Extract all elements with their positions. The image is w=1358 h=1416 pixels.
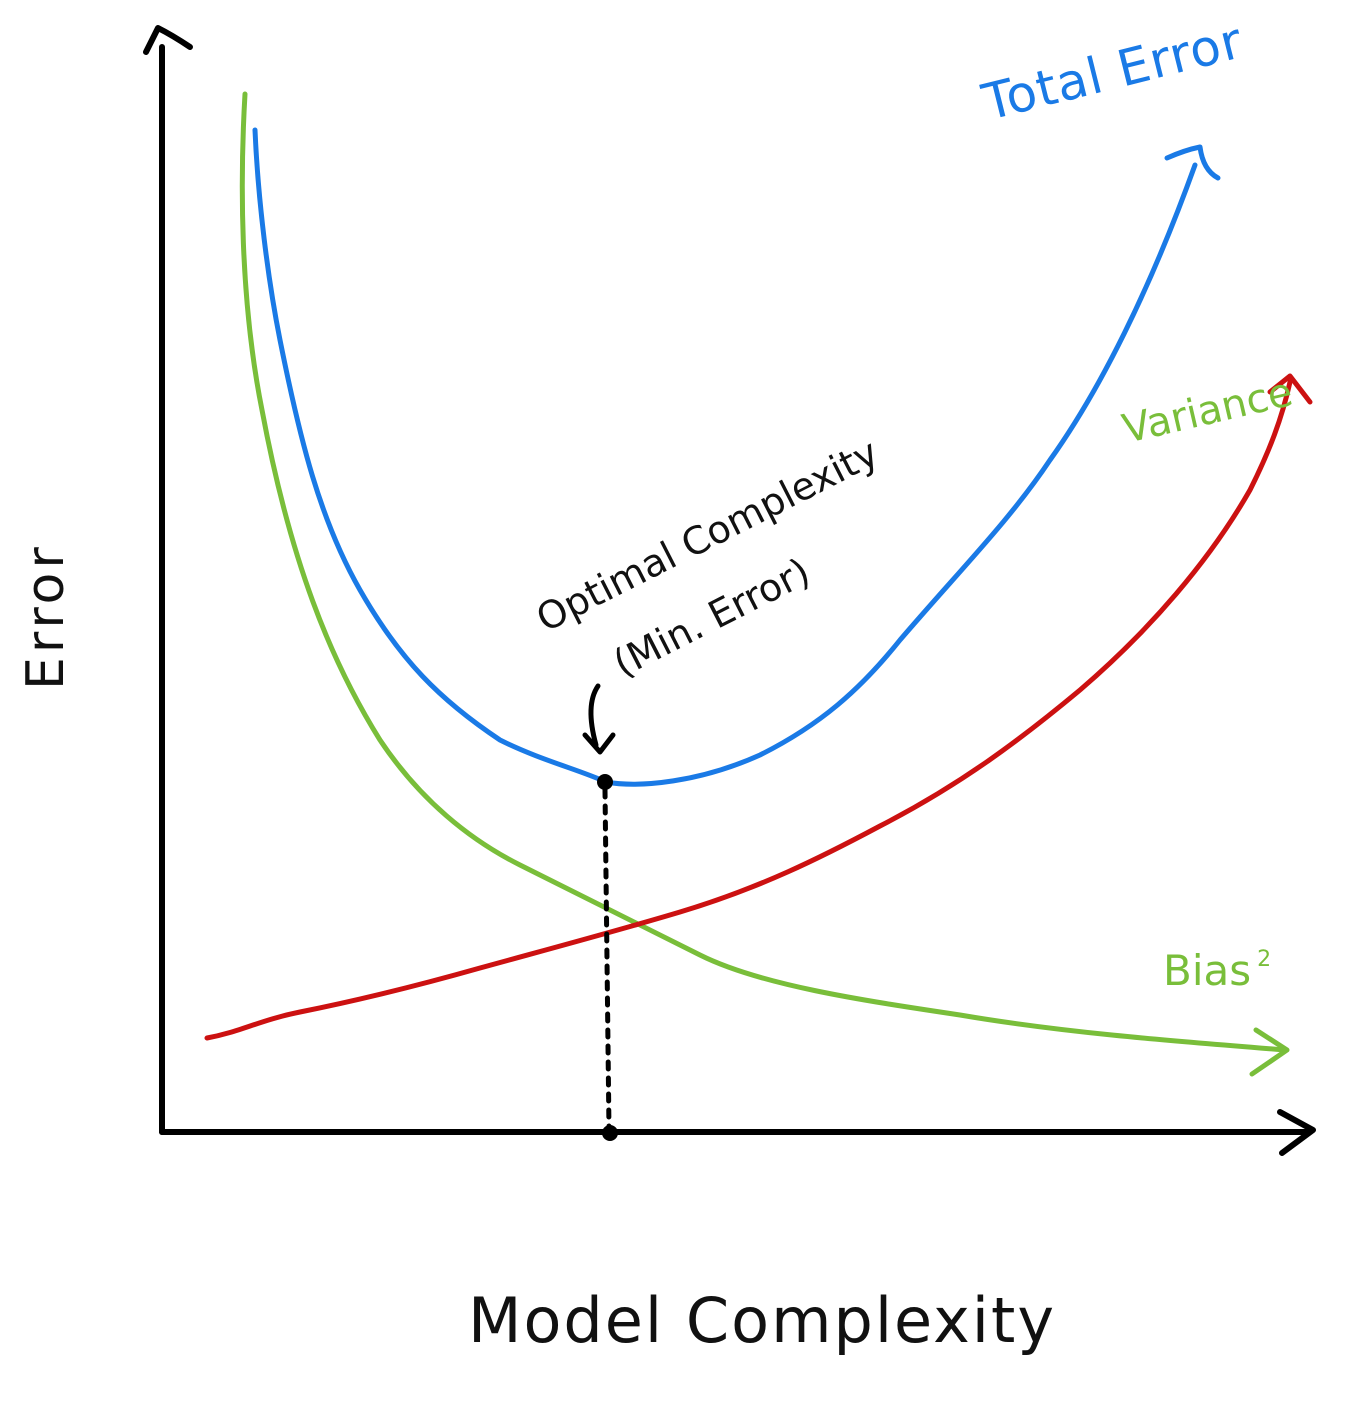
axes <box>143 25 1316 1156</box>
total-error-curve <box>252 127 1221 787</box>
optimal-dotted-line <box>602 787 612 1133</box>
total-error-arrowhead-icon <box>1164 144 1221 181</box>
bias-label-superscript: 2 <box>1257 947 1272 972</box>
bias-arrowhead-icon <box>1249 1027 1290 1077</box>
bias-label-text: Bias <box>1163 946 1252 995</box>
bias-label: Bias 2 <box>1163 947 1272 992</box>
optimal-marker <box>582 683 618 1141</box>
x-axis-arrowhead-icon <box>1277 1109 1316 1156</box>
optimal-point <box>597 774 613 790</box>
bias-curve <box>239 91 1290 1077</box>
y-axis-arrowhead-icon <box>143 25 193 55</box>
y-axis-label: Error <box>16 543 76 690</box>
optimal-pointer-arrow-icon <box>582 683 616 755</box>
variance-curve <box>204 373 1313 1041</box>
variance-arrowhead-icon <box>1267 373 1313 405</box>
x-axis-label: Model Complexity <box>468 1284 1057 1357</box>
optimal-x-point <box>602 1125 618 1141</box>
